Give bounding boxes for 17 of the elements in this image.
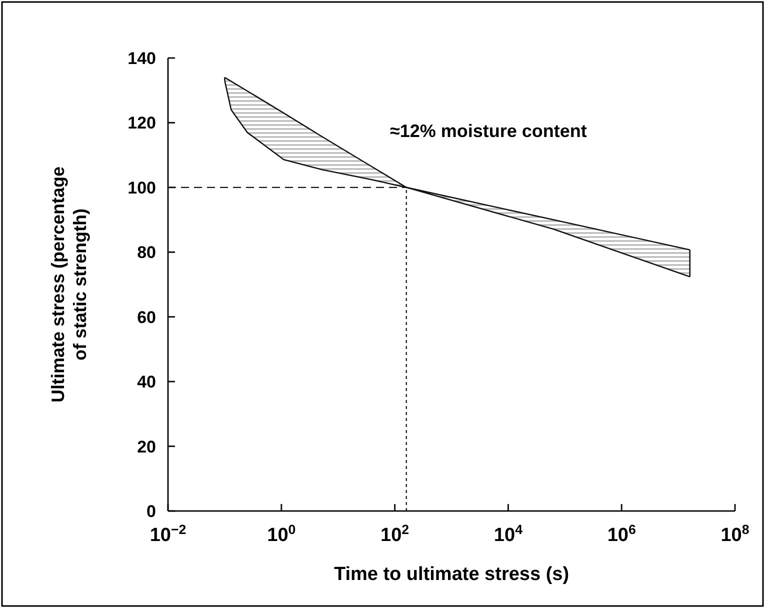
y-axis-title: Ultimate stress (percentage of static strength) [48, 166, 90, 403]
y-tick-label: 20 [137, 437, 156, 456]
y-tick-label: 140 [128, 49, 156, 68]
x-tick-label: 10$^{4}$ [494, 522, 524, 546]
y-tick-label: 0 [146, 502, 156, 521]
y-tick-label: 100 [128, 178, 156, 198]
annotation: ≈12% moisture content [390, 121, 587, 141]
x-tick-label: 10$^{2}$ [380, 522, 410, 546]
y-tick-label: 40 [137, 372, 156, 392]
x-axis-title: Time to ultimate stress (s) [334, 564, 570, 585]
x-tick-label: 10$^{6}$ [607, 522, 636, 546]
x-tick-label: 10$^{0}$ [267, 522, 296, 546]
x-tick-label: 10$^{−2}$ [150, 522, 186, 546]
y-tick-label: 120 [128, 114, 156, 133]
x-tick-label: 10$^{8}$ [720, 522, 750, 546]
y-tick-label: 80 [137, 243, 156, 262]
y-tick-label: 60 [137, 308, 156, 327]
